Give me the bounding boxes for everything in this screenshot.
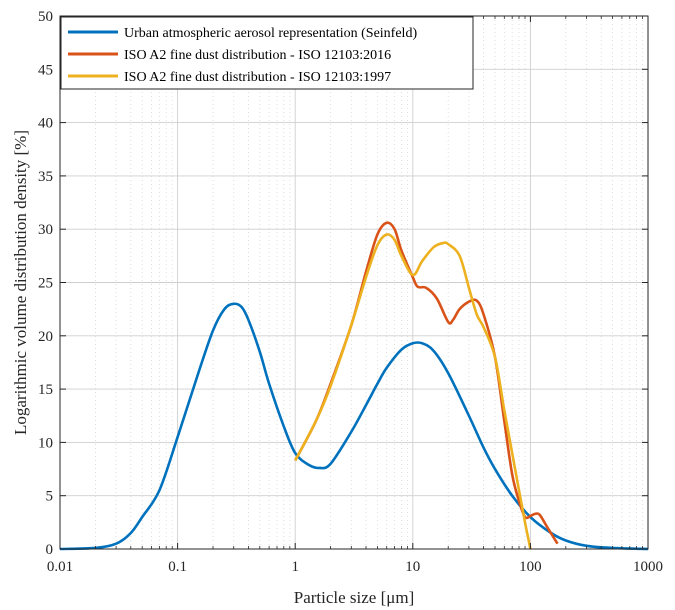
- y-tick-label: 0: [46, 542, 54, 558]
- legend-entry-iso-2016: ISO A2 fine dust distribution - ISO 1210…: [124, 48, 391, 63]
- y-tick-label: 5: [46, 489, 54, 505]
- y-tick-label: 20: [38, 329, 53, 345]
- legend-entry-seinfeld: Urban atmospheric aerosol representation…: [124, 26, 417, 41]
- y-tick-label: 50: [38, 9, 53, 25]
- series-line-2: [294, 221, 559, 545]
- x-tick-label: 100: [519, 559, 542, 575]
- y-tick-label: 10: [38, 435, 53, 451]
- tick-labels: 0.01 0.1 1 10 100 1000 0 5 10 15 20 25 30 35 40 45 50: [38, 9, 663, 575]
- x-tick-label: 0.01: [47, 559, 73, 575]
- x-axis-label: Particle size [μm]: [294, 588, 415, 607]
- x-tick-label: 1000: [633, 559, 663, 575]
- y-tick-label: 35: [38, 169, 53, 185]
- legend-box: [60, 16, 474, 90]
- x-tick-label: 1: [291, 559, 299, 575]
- y-tick-label: 40: [38, 116, 53, 132]
- legend: Urban atmospheric aerosol representation…: [60, 16, 474, 90]
- x-tick-label: 10: [405, 559, 420, 575]
- y-tick-label: 25: [38, 276, 53, 292]
- y-tick-label: 30: [38, 222, 53, 238]
- series-group: [59, 221, 649, 551]
- series-line-3: [294, 233, 532, 550]
- y-tick-label: 15: [38, 382, 53, 398]
- legend-entry-iso-1997: ISO A2 fine dust distribution - ISO 1210…: [124, 70, 391, 85]
- series-line-1: [59, 302, 649, 551]
- axes-frame: [59, 15, 649, 550]
- y-axis-label: Logarithmic volume distribution density …: [11, 130, 30, 435]
- y-tick-label: 45: [38, 62, 53, 78]
- x-tick-label: 0.1: [168, 559, 187, 575]
